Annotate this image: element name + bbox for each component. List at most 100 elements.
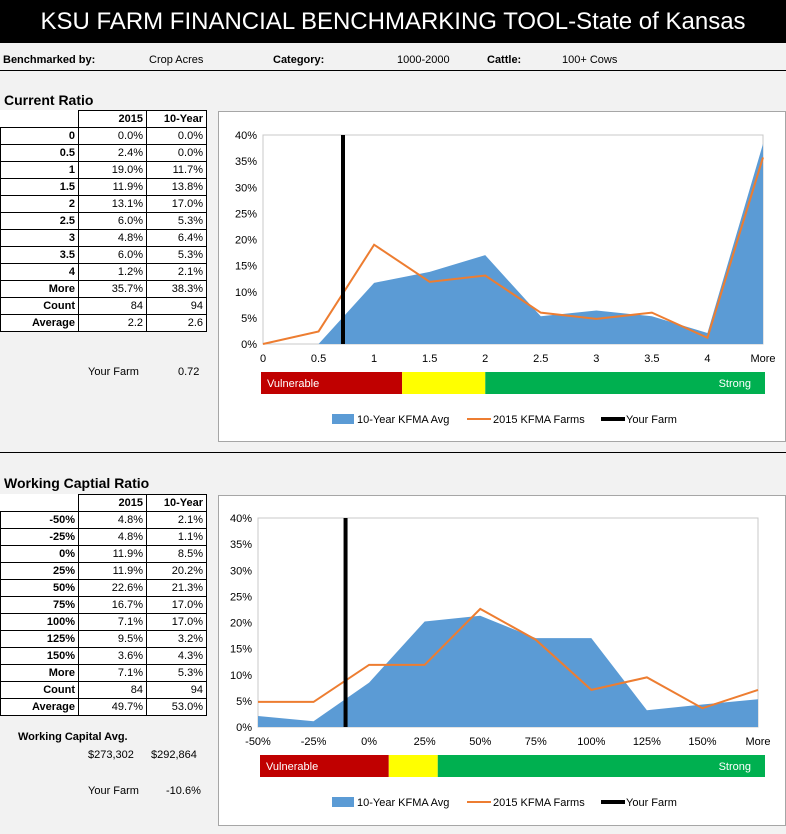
working-capital-cell[interactable]: 150% [0, 647, 79, 665]
working-capital-cell[interactable]: 50% [0, 579, 79, 597]
working-capital-cell[interactable]: More [0, 664, 79, 682]
header-banner: KSU FARM FINANCIAL BENCHMARKING TOOL-Sta… [0, 0, 786, 43]
current-ratio-cell[interactable]: 94 [146, 297, 207, 315]
y-tick-label: 0% [236, 722, 252, 734]
working-capital-cell[interactable]: 49.7% [78, 698, 147, 716]
current-ratio-cell[interactable]: 6.4% [146, 229, 207, 247]
working-capital-cell[interactable]: 11.9% [78, 562, 147, 580]
working-capital-cell[interactable]: Count [0, 681, 79, 699]
current-ratio-row: Average 2.2 2.6 [0, 314, 207, 332]
current-ratio-cell[interactable]: 6.0% [78, 246, 147, 264]
current-ratio-your-farm-label: Your Farm [88, 366, 139, 378]
working-capital-row: More 7.1% 5.3% [0, 664, 207, 682]
working-capital-cell[interactable]: 94 [146, 681, 207, 699]
x-tick-label: 3.5 [644, 353, 659, 365]
current-ratio-cell[interactable]: 35.7% [78, 280, 147, 298]
current-ratio-cell[interactable]: 17.0% [146, 195, 207, 213]
working-capital-cell[interactable]: -50% [0, 511, 79, 529]
current-ratio-cell[interactable]: Average [0, 314, 79, 332]
working-capital-cell[interactable]: 21.3% [146, 579, 207, 597]
band-vulnerable-label: Vulnerable [266, 761, 318, 773]
working-capital-cell[interactable]: 53.0% [146, 698, 207, 716]
cattle-value[interactable]: 100+ Cows [562, 54, 618, 66]
current-ratio-cell[interactable]: More [0, 280, 79, 298]
y-tick-label: 35% [235, 156, 257, 168]
current-ratio-cell[interactable]: 3 [0, 229, 79, 247]
working-capital-cell[interactable]: 25% [0, 562, 79, 580]
current-ratio-cell[interactable]: 38.3% [146, 280, 207, 298]
current-ratio-cell[interactable]: 11.9% [78, 178, 147, 196]
working-capital-cell[interactable]: 1.1% [146, 528, 207, 546]
current-ratio-cell[interactable]: 13.8% [146, 178, 207, 196]
category-value[interactable]: 1000-2000 [397, 54, 450, 66]
current-ratio-cell[interactable]: 1.2% [78, 263, 147, 281]
working-capital-cell[interactable]: 100% [0, 613, 79, 631]
current-ratio-cell[interactable]: 0.0% [146, 144, 207, 162]
working-capital-cell[interactable]: 125% [0, 630, 79, 648]
current-ratio-cell[interactable]: 4.8% [78, 229, 147, 247]
strength-band-segment [388, 755, 438, 777]
benchmarked-by-value[interactable]: Crop Acres [149, 54, 204, 66]
current-ratio-cell[interactable]: 0.0% [78, 127, 147, 145]
working-capital-cell[interactable]: 5.3% [146, 664, 207, 682]
working-capital-avg-10yr: $292,864 [151, 749, 197, 761]
working-capital-cell[interactable]: 20.2% [146, 562, 207, 580]
working-capital-header-cell: 2015 [78, 494, 147, 512]
working-capital-cell[interactable]: 2.1% [146, 511, 207, 529]
working-capital-cell[interactable]: 11.9% [78, 545, 147, 563]
working-capital-cell[interactable]: 4.8% [78, 528, 147, 546]
current-ratio-cell[interactable]: 13.1% [78, 195, 147, 213]
y-tick-label: 30% [235, 182, 257, 194]
current-ratio-header-row: 2015 10-Year [0, 110, 207, 128]
working-capital-cell[interactable]: 7.1% [78, 613, 147, 631]
current-ratio-cell[interactable]: 2.5 [0, 212, 79, 230]
current-ratio-cell[interactable]: 2.4% [78, 144, 147, 162]
current-ratio-cell[interactable]: 84 [78, 297, 147, 315]
band-strong-label: Strong [719, 761, 751, 773]
working-capital-cell[interactable]: 84 [78, 681, 147, 699]
working-capital-cell[interactable]: 17.0% [146, 596, 207, 614]
working-capital-cell[interactable]: 3.6% [78, 647, 147, 665]
working-capital-cell[interactable]: 16.7% [78, 596, 147, 614]
current-ratio-cell[interactable]: Count [0, 297, 79, 315]
working-capital-cell[interactable]: 75% [0, 596, 79, 614]
current-ratio-cell[interactable]: 0.5 [0, 144, 79, 162]
current-ratio-chart: 0% 5% 10% 15% 20% 25% 30% 35% 40% 0 0.5 1 1.5 2 2.5 3 3.… [218, 111, 786, 442]
current-ratio-cell[interactable]: 6.0% [78, 212, 147, 230]
current-ratio-cell[interactable]: 1 [0, 161, 79, 179]
current-ratio-cell[interactable]: 4 [0, 263, 79, 281]
current-ratio-cell[interactable]: 1.5 [0, 178, 79, 196]
working-capital-cell[interactable]: 9.5% [78, 630, 147, 648]
x-tick-label: 125% [633, 736, 661, 748]
y-tick-label: 5% [241, 313, 257, 325]
current-ratio-cell[interactable]: 2.1% [146, 263, 207, 281]
working-capital-cell[interactable]: 4.3% [146, 647, 207, 665]
current-ratio-cell[interactable]: 5.3% [146, 212, 207, 230]
current-ratio-cell[interactable]: 0.0% [146, 127, 207, 145]
current-ratio-cell[interactable]: 5.3% [146, 246, 207, 264]
current-ratio-row: 1.5 11.9% 13.8% [0, 178, 207, 196]
working-capital-cell[interactable]: 17.0% [146, 613, 207, 631]
strength-band-segment [485, 372, 765, 394]
working-capital-cell[interactable]: 22.6% [78, 579, 147, 597]
x-tick-label: 1.5 [422, 353, 437, 365]
working-capital-cell[interactable]: 4.8% [78, 511, 147, 529]
working-capital-cell[interactable]: -25% [0, 528, 79, 546]
current-ratio-cell[interactable]: 2.6 [146, 314, 207, 332]
current-ratio-cell[interactable]: 0 [0, 127, 79, 145]
working-capital-cell[interactable]: 7.1% [78, 664, 147, 682]
area-series-10yr [263, 143, 763, 344]
current-ratio-cell[interactable]: 3.5 [0, 246, 79, 264]
working-capital-cell[interactable]: 3.2% [146, 630, 207, 648]
current-ratio-cell[interactable]: 11.7% [146, 161, 207, 179]
current-ratio-cell[interactable]: 19.0% [78, 161, 147, 179]
working-capital-cell[interactable]: Average [0, 698, 79, 716]
y-tick-label: 25% [235, 208, 257, 220]
working-capital-cell[interactable]: 8.5% [146, 545, 207, 563]
current-ratio-cell[interactable]: 2 [0, 195, 79, 213]
working-capital-cell[interactable]: 0% [0, 545, 79, 563]
legend-swatch-area [332, 414, 354, 424]
current-ratio-row: 1 19.0% 11.7% [0, 161, 207, 179]
current-ratio-cell[interactable]: 2.2 [78, 314, 147, 332]
y-tick-label: 5% [236, 696, 252, 708]
